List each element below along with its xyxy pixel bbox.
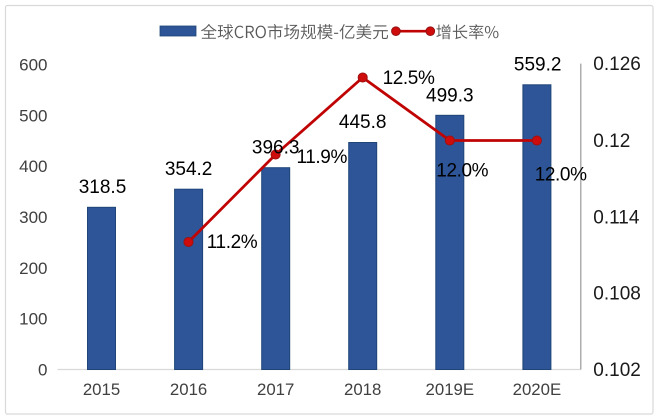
svg-text:0.12: 0.12 bbox=[593, 131, 630, 152]
svg-text:2016: 2016 bbox=[170, 380, 207, 399]
svg-text:0.102: 0.102 bbox=[593, 360, 641, 381]
svg-text:0: 0 bbox=[38, 361, 47, 380]
svg-text:396.3: 396.3 bbox=[252, 137, 300, 158]
svg-text:2017: 2017 bbox=[257, 380, 294, 399]
svg-text:499.3: 499.3 bbox=[426, 86, 474, 107]
svg-text:2015: 2015 bbox=[83, 380, 120, 399]
svg-text:400: 400 bbox=[19, 157, 47, 176]
svg-text:200: 200 bbox=[19, 259, 47, 278]
svg-text:12.0%: 12.0% bbox=[535, 165, 587, 186]
svg-text:445.8: 445.8 bbox=[339, 112, 387, 133]
svg-text:11.2%: 11.2% bbox=[207, 232, 258, 253]
svg-text:12.0%: 12.0% bbox=[436, 161, 488, 182]
svg-text:500: 500 bbox=[19, 106, 47, 125]
svg-text:0.114: 0.114 bbox=[593, 207, 640, 228]
svg-text:2018: 2018 bbox=[344, 380, 381, 399]
svg-text:559.2: 559.2 bbox=[514, 54, 562, 75]
svg-text:0.126: 0.126 bbox=[593, 54, 641, 75]
svg-text:300: 300 bbox=[19, 208, 47, 227]
svg-text:600: 600 bbox=[19, 55, 47, 74]
svg-text:100: 100 bbox=[19, 310, 47, 329]
svg-text:0.108: 0.108 bbox=[593, 284, 641, 305]
svg-text:2019E: 2019E bbox=[426, 380, 475, 399]
svg-text:11.9%: 11.9% bbox=[297, 147, 348, 168]
svg-text:318.5: 318.5 bbox=[79, 177, 127, 198]
svg-text:2020E: 2020E bbox=[513, 380, 562, 399]
svg-text:12.5%: 12.5% bbox=[383, 68, 435, 89]
svg-text:354.2: 354.2 bbox=[165, 159, 213, 180]
